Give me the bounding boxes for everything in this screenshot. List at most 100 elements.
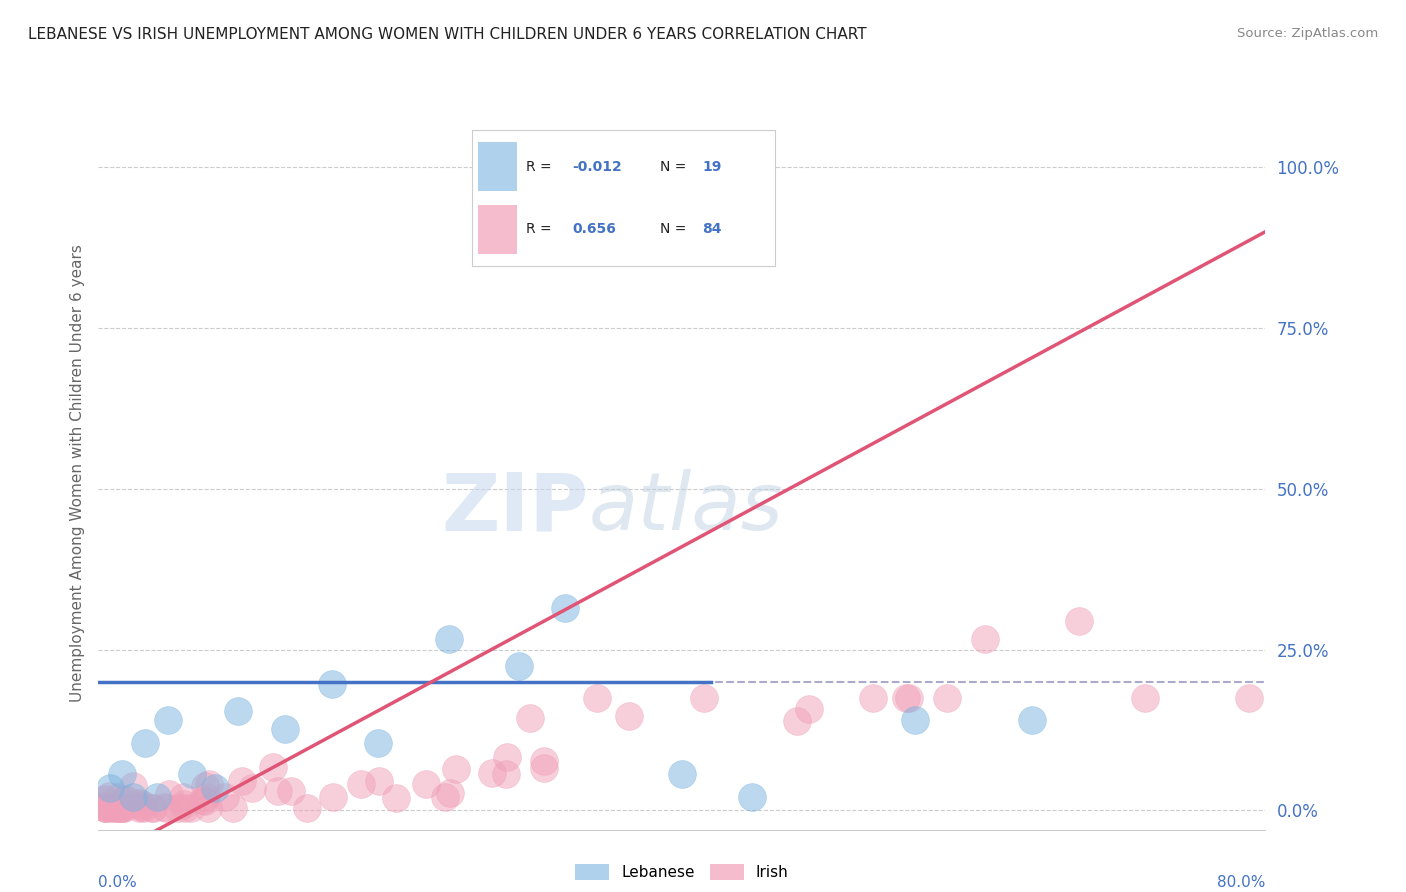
Point — [1123, 161, 1146, 175]
Point — [112, 792, 135, 806]
Text: Source: ZipAtlas.com: Source: ZipAtlas.com — [1237, 27, 1378, 40]
Point — [366, 742, 388, 756]
Point — [998, 642, 1021, 657]
Point — [233, 784, 256, 798]
Point — [156, 800, 179, 814]
Point — [741, 642, 763, 657]
Point — [114, 797, 136, 812]
Point — [91, 800, 114, 814]
Point — [153, 789, 176, 803]
Point — [100, 785, 122, 799]
Point — [378, 514, 402, 528]
Point — [153, 768, 176, 782]
Point — [200, 776, 222, 790]
Point — [131, 674, 153, 689]
Point — [204, 688, 226, 702]
Point — [91, 789, 114, 804]
Point — [262, 706, 284, 721]
Y-axis label: Unemployment Among Women with Children Under 6 years: Unemployment Among Women with Children U… — [69, 244, 84, 702]
Point — [891, 642, 914, 657]
Point — [146, 752, 169, 766]
Point — [495, 784, 517, 798]
Point — [91, 787, 114, 801]
Point — [103, 788, 125, 802]
Point — [114, 794, 136, 808]
Point — [350, 598, 373, 612]
Point — [845, 308, 868, 322]
Point — [121, 800, 143, 814]
Point — [97, 800, 120, 814]
Point — [110, 784, 132, 798]
Point — [174, 662, 197, 676]
Point — [342, 752, 364, 766]
Point — [139, 784, 162, 798]
Point — [598, 674, 620, 689]
Point — [307, 779, 329, 793]
Point — [208, 775, 231, 789]
Point — [571, 642, 593, 657]
Point — [671, 674, 693, 689]
Point — [925, 642, 948, 657]
Point — [94, 783, 117, 797]
Text: LEBANESE VS IRISH UNEMPLOYMENT AMONG WOMEN WITH CHILDREN UNDER 6 YEARS CORRELATI: LEBANESE VS IRISH UNEMPLOYMENT AMONG WOM… — [28, 27, 866, 42]
Point — [593, 642, 616, 657]
Point — [98, 800, 121, 814]
Point — [292, 765, 315, 780]
Point — [1098, 642, 1121, 657]
Point — [114, 797, 136, 811]
Point — [112, 800, 135, 814]
Point — [1064, 161, 1087, 175]
Point — [263, 762, 285, 776]
Point — [233, 624, 256, 638]
Point — [136, 800, 159, 814]
Point — [91, 797, 114, 811]
Point — [357, 671, 380, 685]
Point — [343, 727, 366, 741]
Point — [142, 800, 165, 814]
Point — [94, 800, 117, 814]
Point — [101, 752, 124, 766]
Point — [103, 800, 125, 814]
Point — [307, 559, 329, 574]
Point — [183, 771, 205, 785]
Point — [218, 800, 240, 814]
Point — [101, 799, 124, 814]
Point — [451, 752, 474, 766]
Point — [91, 800, 114, 814]
Point — [399, 642, 422, 657]
Point — [333, 749, 356, 764]
Point — [91, 800, 114, 814]
Point — [1007, 161, 1029, 175]
Point — [949, 642, 972, 657]
Point — [419, 668, 441, 682]
Point — [641, 559, 664, 574]
Point — [273, 785, 295, 799]
Point — [128, 798, 150, 813]
Point — [100, 800, 122, 814]
Point — [366, 732, 388, 747]
Point — [700, 533, 723, 548]
Point — [117, 706, 139, 721]
Point — [592, 642, 614, 657]
Point — [172, 800, 194, 814]
Point — [873, 642, 896, 657]
Point — [153, 790, 176, 805]
Point — [129, 800, 152, 814]
Point — [925, 642, 948, 657]
Point — [177, 761, 200, 775]
Point — [103, 800, 125, 814]
Point — [101, 800, 124, 814]
Point — [806, 642, 828, 657]
Point — [304, 784, 326, 798]
Text: ZIP: ZIP — [441, 469, 589, 548]
Point — [121, 800, 143, 814]
Text: 0.0%: 0.0% — [98, 874, 138, 889]
Point — [166, 785, 188, 799]
Point — [972, 642, 994, 657]
Point — [110, 769, 132, 783]
Point — [115, 800, 138, 814]
Point — [195, 742, 218, 756]
Point — [523, 675, 546, 690]
Point — [124, 784, 146, 798]
Point — [531, 659, 554, 673]
